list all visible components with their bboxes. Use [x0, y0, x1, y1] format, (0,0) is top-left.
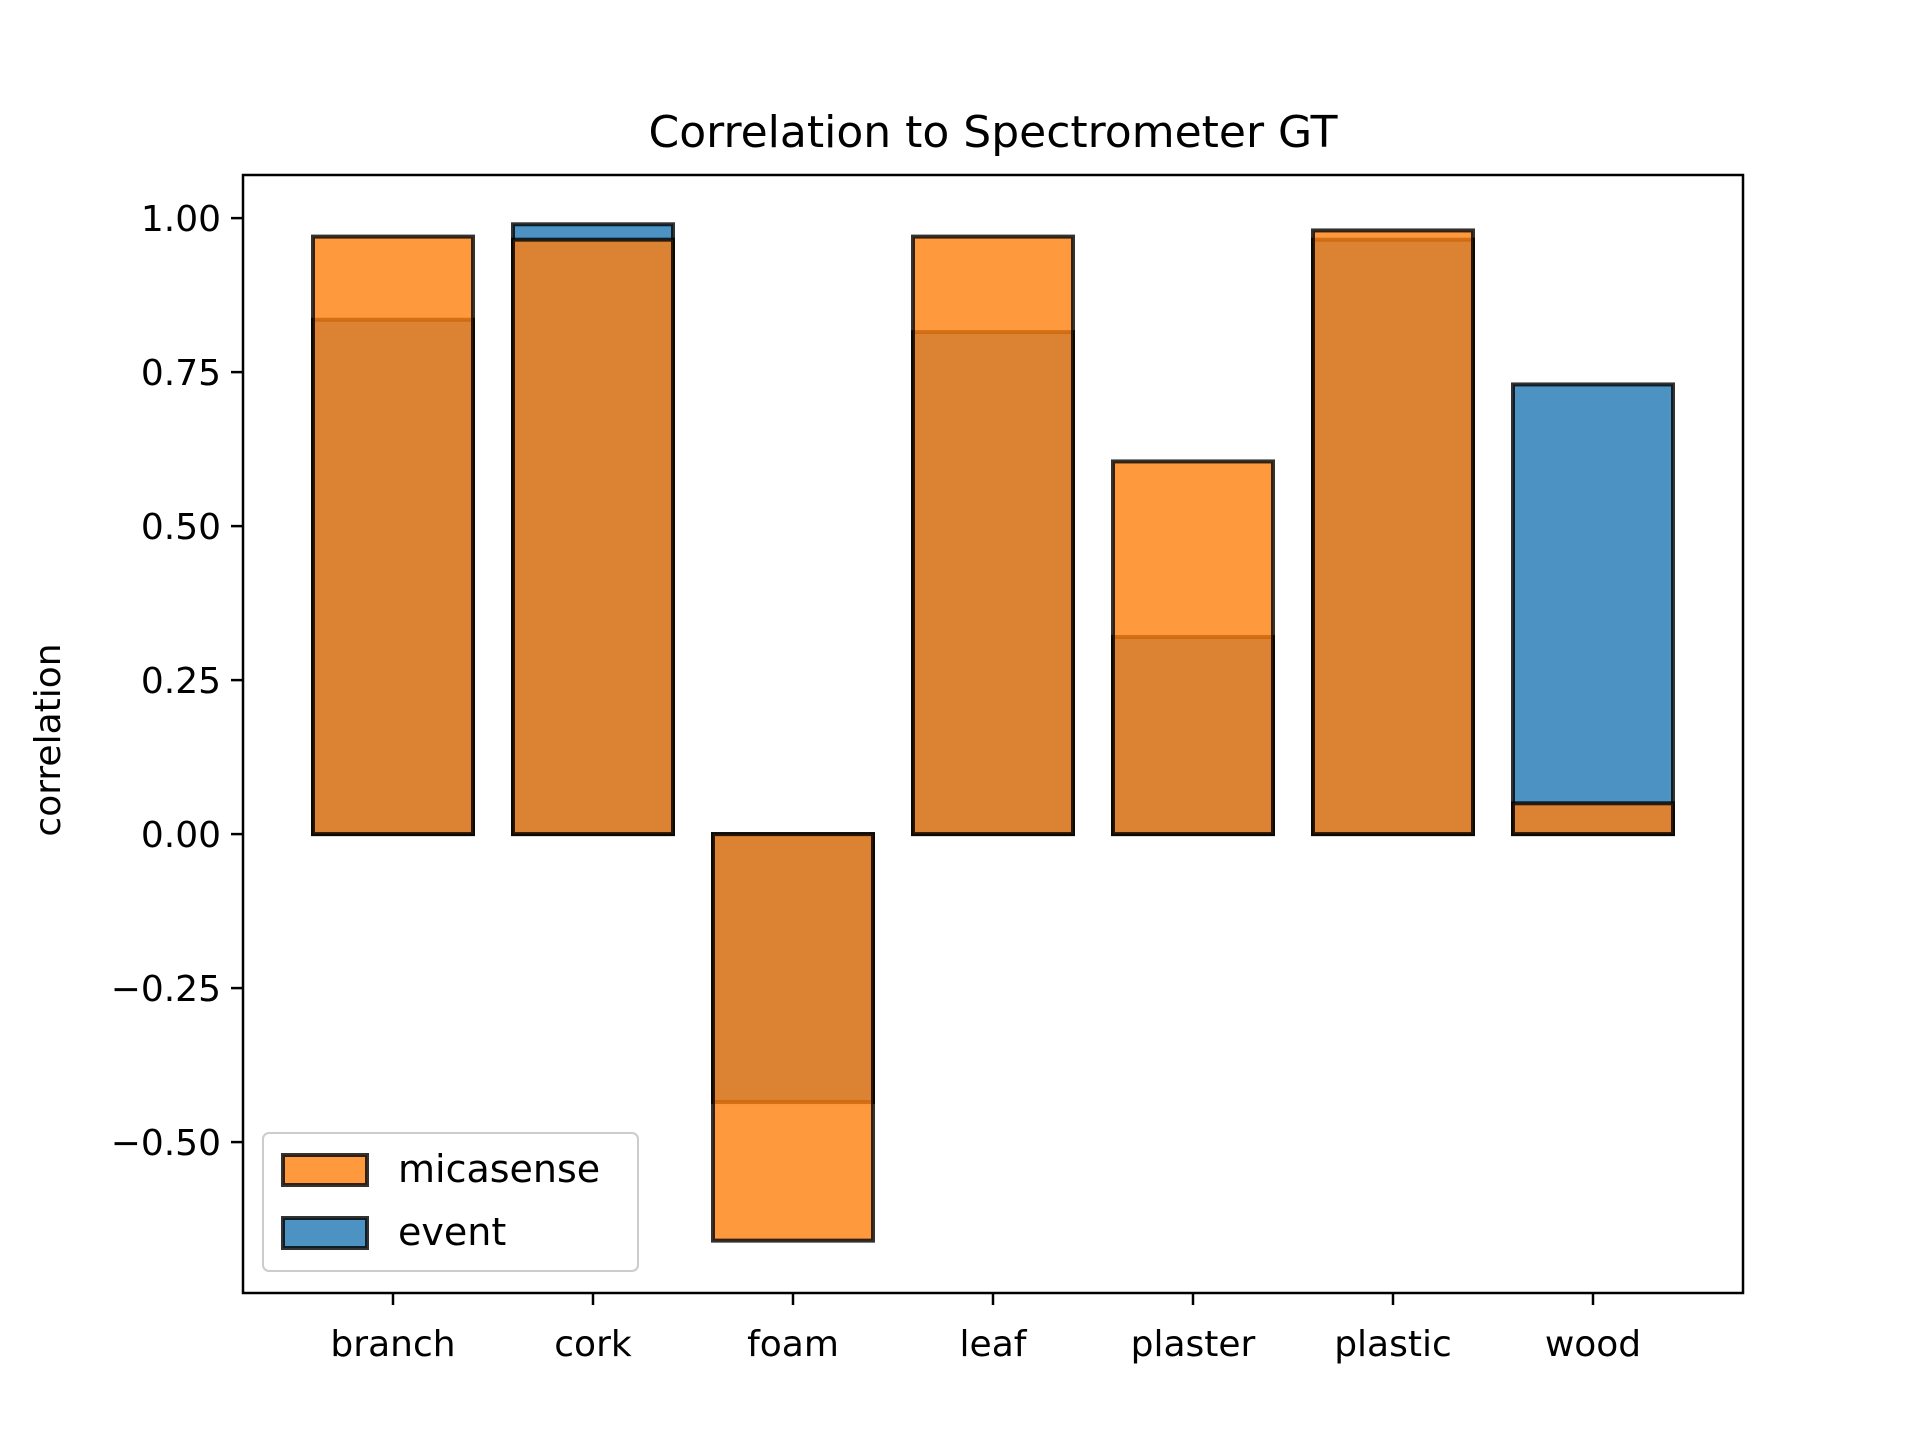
- y-axis-label: correlation: [28, 643, 69, 836]
- x-tick-label-plaster: plaster: [1131, 1324, 1256, 1365]
- x-tick-label-plastic: plastic: [1334, 1324, 1452, 1365]
- x-tick-label-leaf: leaf: [960, 1324, 1028, 1365]
- y-tick-label: −0.25: [111, 969, 221, 1010]
- x-tick-label-branch: branch: [330, 1324, 455, 1365]
- chart-title: Correlation to Spectrometer GT: [649, 107, 1338, 158]
- micasense-bar-leaf: [911, 234, 1075, 837]
- micasense-bar-plaster: [1111, 459, 1275, 837]
- micasense-bar-wood: [1511, 801, 1675, 837]
- x-tick-label-cork: cork: [554, 1324, 632, 1365]
- y-tick-label: 0.50: [141, 507, 221, 548]
- y-axis-ticks: 1.00 0.75 0.50 0.25 0.00 −0.25 −0.50: [111, 199, 243, 1164]
- micasense-bar-branch: [311, 234, 475, 837]
- micasense-bar-plastic: [1311, 228, 1475, 837]
- x-tick-label-foam: foam: [747, 1324, 839, 1365]
- y-tick-label: 0.00: [141, 815, 221, 856]
- legend-swatch-event: [281, 1216, 369, 1250]
- x-axis-ticks: branch cork foam leaf plaster plastic wood: [330, 1293, 1641, 1365]
- y-tick-label: 0.25: [141, 661, 221, 702]
- legend-swatch-micasense: [281, 1153, 369, 1187]
- micasense-bar-cork: [511, 237, 675, 837]
- legend-label-event: event: [398, 1210, 506, 1254]
- legend-label-micasense: micasense: [398, 1147, 600, 1191]
- y-tick-label: 0.75: [141, 353, 221, 394]
- x-tick-label-wood: wood: [1545, 1324, 1641, 1365]
- y-tick-label: −0.50: [111, 1123, 221, 1164]
- micasense-series: [311, 228, 1675, 1243]
- legend: micasense event: [262, 1132, 639, 1272]
- micasense-bar-foam: [711, 832, 875, 1243]
- event-bar-wood: [1511, 382, 1675, 837]
- plot-frame: [241, 173, 1745, 1295]
- y-tick-label: 1.00: [141, 199, 221, 240]
